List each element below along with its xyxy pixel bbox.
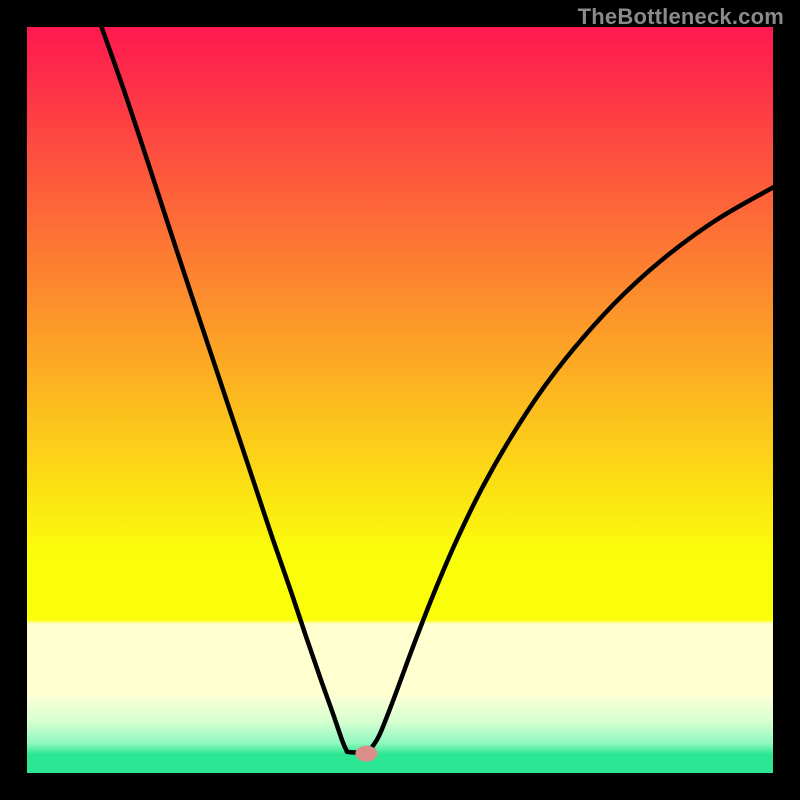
- chart-container: { "watermark": { "text": "TheBottleneck.…: [0, 0, 800, 800]
- optimal-point-marker: [355, 746, 377, 762]
- bottleneck-chart: [0, 0, 800, 800]
- watermark-text: TheBottleneck.com: [578, 4, 784, 30]
